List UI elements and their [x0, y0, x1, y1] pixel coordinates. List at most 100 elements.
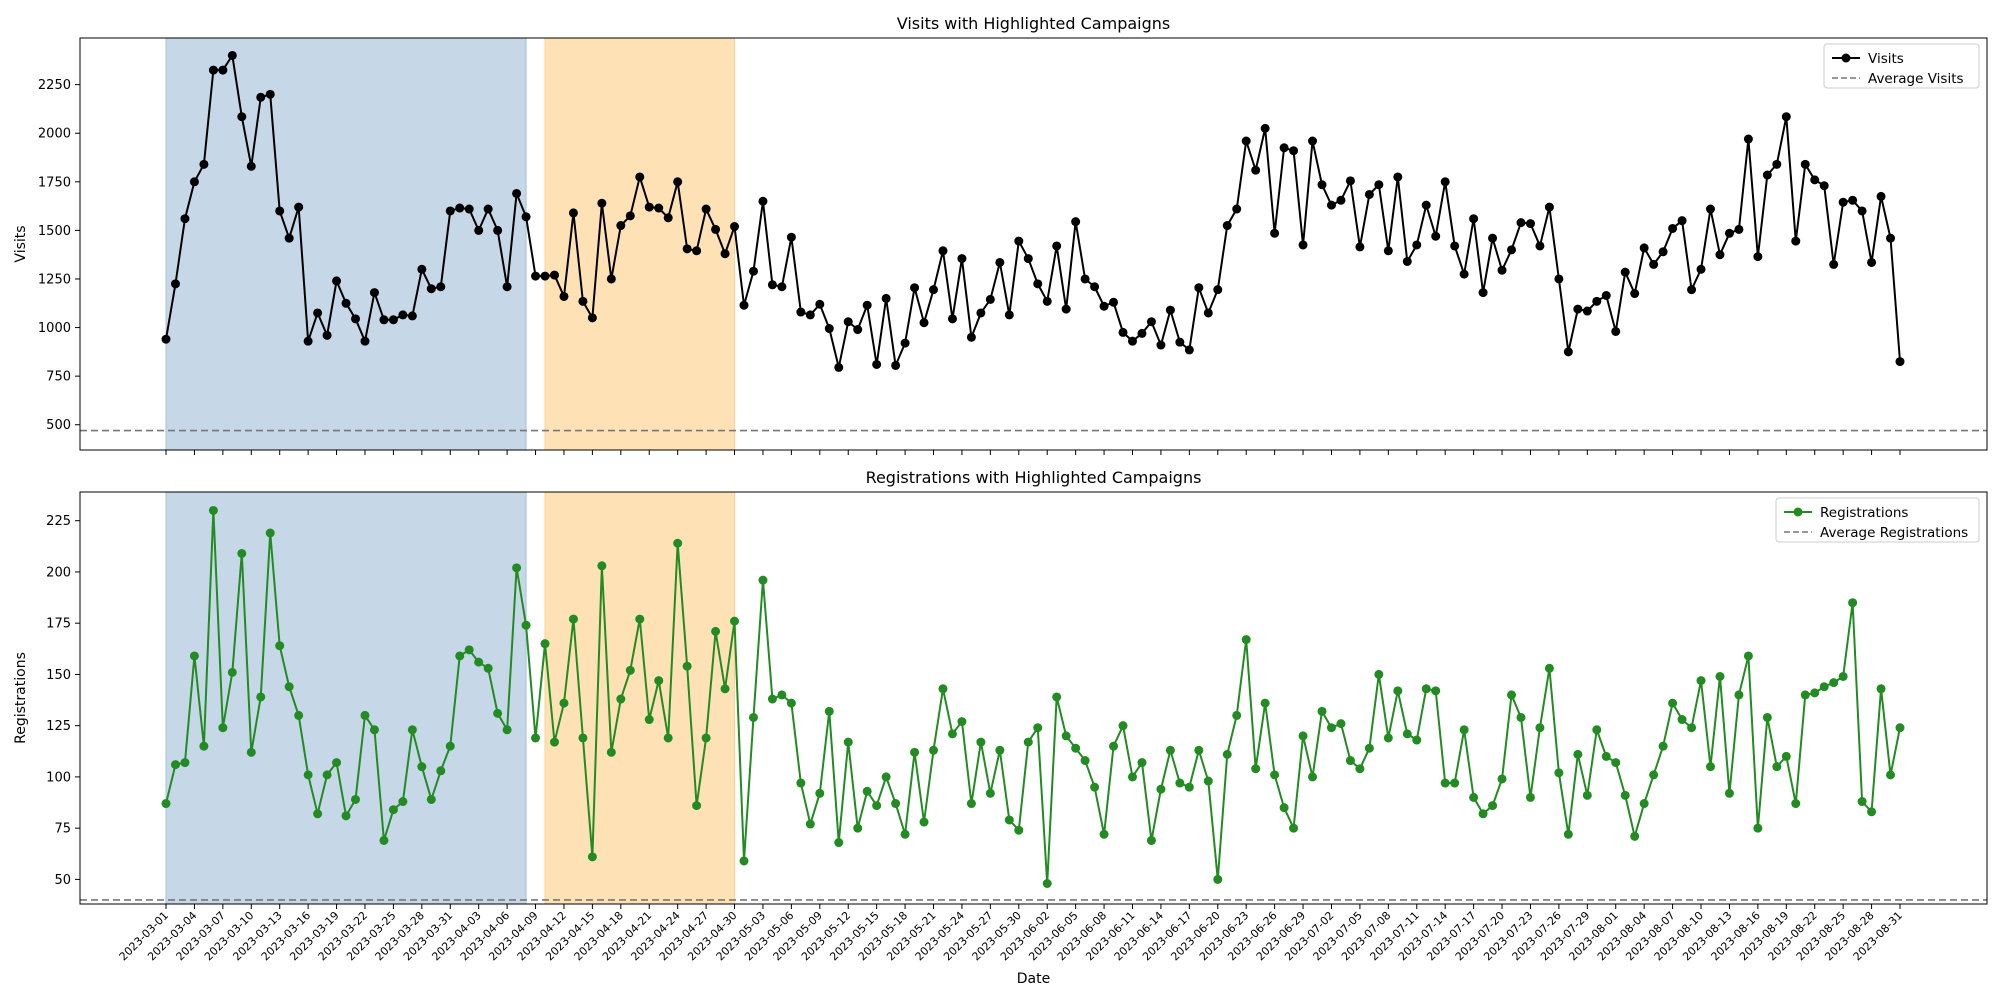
data-point [711, 626, 721, 636]
data-point [654, 676, 664, 686]
data-point [758, 575, 768, 585]
data-point [1175, 778, 1185, 788]
data-point [388, 805, 398, 815]
data-point [872, 359, 882, 369]
data-point [1876, 684, 1886, 694]
data-point [881, 293, 891, 303]
data-point [1402, 256, 1412, 266]
data-point [1781, 112, 1791, 122]
data-point [767, 694, 777, 704]
data-point [559, 291, 569, 301]
data-point [284, 233, 294, 243]
data-point [625, 665, 635, 675]
data-point [1535, 241, 1545, 251]
data-point [256, 92, 266, 102]
data-point [711, 224, 721, 234]
data-point [1004, 310, 1014, 320]
data-point [332, 758, 342, 768]
data-point [1109, 297, 1119, 307]
data-point [1033, 723, 1043, 733]
data-point [777, 690, 787, 700]
data-point [1687, 285, 1697, 295]
data-point [767, 280, 777, 290]
data-point [834, 838, 844, 848]
data-point [1298, 240, 1308, 250]
registrations-legend: Registrations Average Registrations [1775, 497, 1980, 543]
data-point [1639, 243, 1649, 253]
data-point [1184, 782, 1194, 792]
data-point [587, 852, 597, 862]
data-point [1658, 247, 1668, 257]
data-point [275, 641, 285, 651]
data-point [483, 663, 493, 673]
data-point [853, 823, 863, 833]
data-point [474, 657, 484, 667]
data-point [682, 244, 692, 254]
data-point [578, 733, 588, 743]
data-point [692, 801, 702, 811]
data-point [1582, 790, 1592, 800]
data-point [1326, 723, 1336, 733]
x-axis-label: Date [1017, 971, 1050, 987]
data-point [1478, 288, 1488, 298]
data-point [1516, 218, 1526, 228]
data-point [1374, 669, 1384, 679]
data-point [976, 737, 986, 747]
data-point [644, 715, 654, 725]
data-point [1639, 799, 1649, 809]
y-tick-label: 750 [46, 370, 71, 385]
data-point [995, 257, 1005, 267]
data-point [1289, 823, 1299, 833]
data-point [748, 712, 758, 722]
data-point [1459, 725, 1469, 735]
data-point [1251, 764, 1261, 774]
data-point [1450, 241, 1460, 251]
data-point [1857, 206, 1867, 216]
data-point [1052, 692, 1062, 702]
data-point [843, 317, 853, 327]
data-point [1317, 706, 1327, 716]
data-point [1156, 340, 1166, 350]
legend-average-visits-label: Average Visits [1868, 71, 1964, 87]
data-point [957, 717, 967, 727]
data-point [369, 725, 379, 735]
data-point [284, 682, 294, 692]
data-point [1393, 172, 1403, 182]
data-point [777, 282, 787, 292]
y-tick-label: 100 [46, 770, 71, 785]
data-point [407, 725, 417, 735]
data-point [910, 283, 920, 293]
data-point [1535, 723, 1545, 733]
data-point [1336, 195, 1346, 205]
data-point [351, 794, 361, 804]
data-point [502, 725, 512, 735]
data-point [180, 214, 190, 224]
data-point [540, 271, 550, 281]
data-point [426, 284, 436, 294]
data-point [1886, 770, 1896, 780]
data-point [189, 651, 199, 661]
data-point [1383, 246, 1393, 256]
data-point [938, 246, 948, 256]
data-point [1308, 772, 1318, 782]
data-point [1260, 698, 1270, 708]
data-point [1829, 678, 1839, 688]
data-point [1431, 231, 1441, 241]
data-point [332, 276, 342, 286]
data-point [578, 296, 588, 306]
data-point [1781, 751, 1791, 761]
data-point [947, 314, 957, 324]
data-point [1127, 336, 1137, 346]
data-point [1402, 729, 1412, 739]
legend-registrations-marker-swatch [1793, 507, 1803, 517]
data-point [369, 288, 379, 298]
data-point [246, 161, 256, 171]
data-point [1857, 797, 1867, 807]
data-point [1279, 143, 1289, 153]
data-point [1175, 337, 1185, 347]
data-point [985, 788, 995, 798]
data-point [360, 710, 370, 720]
data-point [805, 819, 815, 829]
data-point [1753, 823, 1763, 833]
data-point [379, 315, 389, 325]
